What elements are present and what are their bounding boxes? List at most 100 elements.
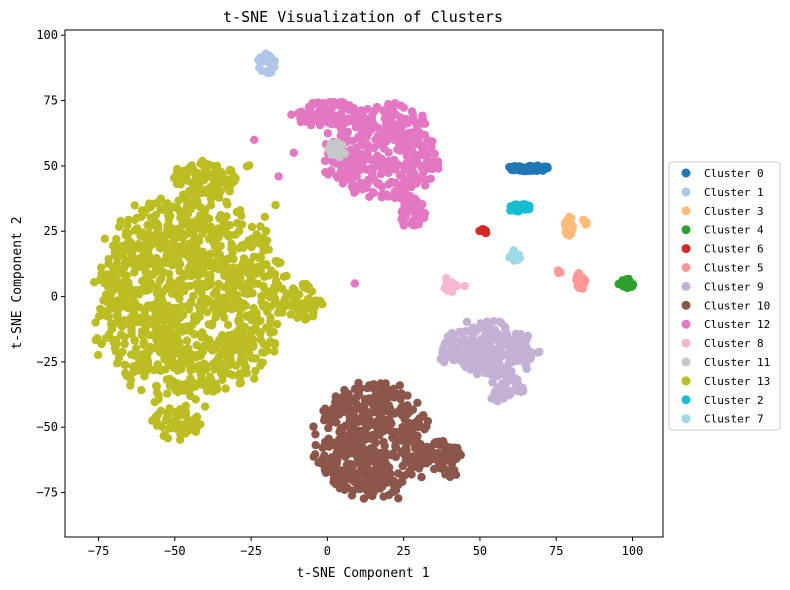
- data-point: [580, 218, 590, 227]
- data-point: [352, 452, 362, 462]
- legend-marker: [681, 338, 691, 348]
- data-point: [338, 118, 347, 127]
- data-point: [159, 236, 169, 245]
- data-point: [221, 384, 230, 393]
- data-point: [311, 296, 321, 305]
- data-point: [323, 170, 333, 179]
- data-point: [510, 163, 519, 172]
- data-point: [129, 309, 139, 318]
- data-point: [220, 313, 229, 322]
- data-point: [369, 436, 379, 445]
- data-point: [190, 224, 200, 233]
- data-point: [175, 338, 184, 347]
- data-point: [213, 249, 223, 258]
- data-point: [273, 299, 282, 309]
- data-point: [377, 132, 386, 142]
- legend-marker: [681, 206, 691, 216]
- data-point: [190, 330, 199, 339]
- x-tick-label: −75: [88, 544, 110, 558]
- data-point: [251, 366, 260, 376]
- data-point: [308, 98, 317, 108]
- data-point: [267, 287, 276, 296]
- data-point: [257, 292, 266, 301]
- legend-marker: [681, 357, 691, 367]
- data-point: [199, 305, 208, 314]
- data-point: [176, 435, 185, 444]
- data-point: [371, 382, 381, 391]
- data-point: [472, 361, 481, 371]
- data-point: [430, 149, 439, 158]
- legend-marker: [681, 187, 691, 197]
- data-point: [231, 293, 241, 302]
- data-point: [355, 484, 364, 494]
- data-point: [455, 327, 464, 336]
- data-point: [414, 128, 423, 138]
- data-point: [172, 203, 181, 213]
- data-point: [362, 180, 371, 189]
- data-point: [249, 252, 259, 261]
- data-point: [454, 447, 463, 457]
- data-point: [392, 443, 401, 453]
- data-point: [184, 305, 194, 314]
- data-point: [142, 262, 151, 271]
- data-point: [141, 317, 151, 327]
- data-point: [193, 313, 203, 322]
- data-point: [517, 356, 527, 365]
- data-point: [151, 323, 160, 332]
- data-point: [342, 460, 352, 469]
- data-point: [297, 306, 306, 315]
- data-point: [266, 266, 276, 275]
- data-point: [196, 296, 206, 305]
- data-point: [356, 430, 366, 439]
- data-point: [166, 322, 176, 331]
- data-point: [520, 346, 529, 355]
- data-point: [179, 166, 189, 175]
- data-point: [394, 192, 404, 201]
- data-point: [500, 322, 509, 331]
- data-point: [373, 397, 383, 406]
- data-point: [220, 367, 229, 376]
- series-cluster-6: [475, 225, 491, 238]
- series-cluster-2: [506, 200, 534, 216]
- data-point: [417, 472, 426, 482]
- data-point: [129, 289, 138, 299]
- x-tick-label: 100: [622, 544, 644, 558]
- series-cluster-4: [614, 274, 638, 293]
- legend-marker: [681, 263, 691, 272]
- data-point: [398, 114, 408, 124]
- data-point: [579, 274, 588, 284]
- data-point: [274, 172, 283, 181]
- data-point: [446, 338, 455, 348]
- data-point: [375, 452, 385, 462]
- data-point: [495, 330, 504, 339]
- data-point: [110, 344, 120, 353]
- data-point: [509, 205, 518, 214]
- data-point: [399, 162, 408, 171]
- data-point: [507, 350, 516, 359]
- data-point: [367, 156, 376, 165]
- data-point: [311, 440, 320, 450]
- data-point: [199, 269, 209, 278]
- data-point: [111, 239, 120, 249]
- data-point: [487, 394, 496, 403]
- data-point: [414, 421, 423, 431]
- series-cluster-12: [250, 97, 443, 288]
- legend-marker: [681, 281, 691, 291]
- data-point: [202, 172, 211, 181]
- data-point: [346, 395, 356, 404]
- data-point: [140, 275, 149, 284]
- data-point: [220, 302, 229, 312]
- data-point: [365, 419, 375, 428]
- data-point: [255, 63, 264, 72]
- data-point: [192, 169, 202, 178]
- data-point: [320, 156, 330, 166]
- data-point: [191, 395, 200, 404]
- data-point: [495, 339, 504, 348]
- data-point: [522, 364, 531, 374]
- data-point: [386, 426, 395, 436]
- data-point: [389, 105, 398, 114]
- data-point: [198, 217, 207, 226]
- data-point: [404, 128, 413, 138]
- data-point: [260, 272, 269, 282]
- data-point: [237, 283, 246, 292]
